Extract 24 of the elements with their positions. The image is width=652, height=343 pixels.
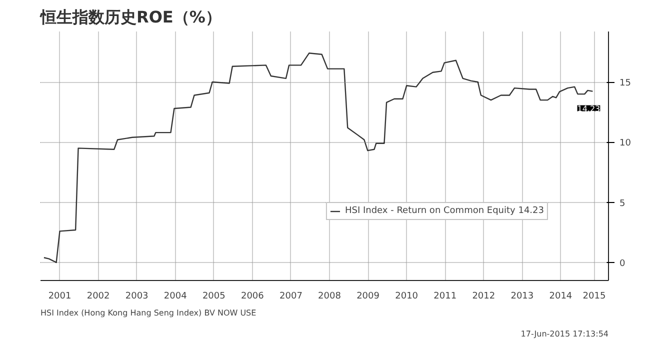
x-tick-label: 2012 [472,292,496,302]
x-tick-label: 2014 [549,292,572,302]
chart-title: 恒生指数历史ROE（%） [40,8,222,26]
x-tick-label: 2003 [125,292,148,302]
x-tick-label: 2006 [240,292,264,302]
x-tick-label: 2005 [202,292,226,302]
x-tick-label: 2013 [510,292,534,302]
x-tick-label: 2007 [280,292,302,302]
annotation: 14.23 [577,104,600,114]
x-tick-label: 2010 [395,292,418,302]
x-tick-label: 2002 [86,292,110,302]
x-tick-label: 2008 [318,292,342,302]
text: HSI Index (Hong Kong Hang Seng Index) BV NOW USE [40,308,256,318]
x-tick-label: 2015 [582,292,606,302]
legend-label: HSI Index - Return on Common Equity 14.23 [344,206,544,216]
x-tick-label: 2004 [164,292,188,302]
x-tick-label: 2001 [48,292,72,302]
y-tick-label: 0 [620,258,626,269]
text: 17-Jun-2015 17:13:54 [520,330,609,338]
y-tick-label: 10 [620,138,632,149]
x-tick-label: 2011 [434,292,457,302]
x-tick-label: 2009 [356,292,380,302]
y-tick-label: 15 [620,78,631,89]
y-tick-label: 5 [620,198,626,209]
